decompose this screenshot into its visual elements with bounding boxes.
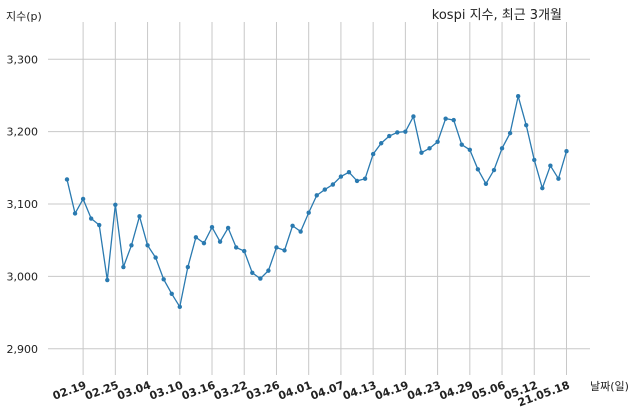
- data-point: [217, 239, 223, 244]
- data-point: [556, 176, 561, 181]
- y-tick-label: 2,900: [7, 343, 39, 356]
- data-point: [145, 243, 150, 248]
- data-point: [314, 193, 319, 198]
- data-point: [475, 167, 481, 172]
- data-point: [193, 235, 199, 240]
- chart-title: kospi 지수, 최근 3개월: [431, 8, 562, 23]
- data-point: [322, 187, 328, 192]
- data-point: [354, 178, 360, 184]
- data-point: [330, 182, 336, 187]
- data-point: [306, 210, 311, 215]
- data-point: [153, 255, 158, 260]
- data-point: [185, 264, 191, 270]
- data-point: [411, 114, 416, 119]
- data-point: [274, 245, 279, 250]
- y-tick-label: 3,000: [7, 270, 39, 283]
- data-point: [88, 216, 94, 221]
- data-point: [137, 214, 142, 219]
- data-point: [532, 157, 537, 163]
- data-point: [266, 268, 271, 273]
- data-point: [290, 223, 295, 228]
- data-point: [298, 229, 303, 234]
- data-point: [524, 122, 529, 128]
- series-line: [66, 96, 568, 309]
- data-point: [113, 202, 118, 207]
- data-point: [370, 151, 376, 157]
- y-axis-label: 지수(p): [6, 10, 42, 23]
- data-point: [80, 196, 86, 202]
- data-point: [338, 174, 344, 179]
- data-point: [362, 176, 368, 181]
- data-point: [548, 163, 553, 168]
- data-point: [443, 116, 448, 121]
- y-tick-label: 3,300: [7, 53, 39, 66]
- data-point: [379, 141, 384, 146]
- data-point: [201, 240, 207, 246]
- data-point: [507, 130, 513, 136]
- data-point: [225, 225, 231, 231]
- data-point: [209, 225, 215, 230]
- data-point: [491, 167, 497, 173]
- data-point: [97, 222, 102, 228]
- data-point: [395, 130, 400, 135]
- data-point: [435, 139, 440, 145]
- data-point: [64, 177, 70, 182]
- data-point: [105, 277, 110, 283]
- data-point: [540, 185, 545, 191]
- data-point: [419, 150, 424, 155]
- data-point: [129, 243, 134, 248]
- data-point: [169, 291, 174, 296]
- data-point: [515, 94, 521, 99]
- data-point: [483, 181, 489, 186]
- data-point: [499, 146, 505, 151]
- data-point: [346, 170, 352, 175]
- data-point: [72, 211, 78, 216]
- data-point: [427, 146, 432, 151]
- data-point: [233, 245, 239, 250]
- data-point: [451, 117, 456, 123]
- data-point: [459, 142, 464, 147]
- y-tick-label: 3,100: [7, 198, 39, 211]
- data-point: [242, 248, 247, 254]
- data-point: [258, 276, 263, 281]
- data-point: [564, 149, 569, 154]
- data-point: [121, 264, 126, 270]
- x-axis-label: 날짜(일): [590, 380, 629, 393]
- data-point: [250, 270, 255, 276]
- data-point: [161, 277, 166, 282]
- y-tick-label: 3,200: [7, 126, 39, 139]
- data-point: [403, 129, 408, 134]
- data-point: [467, 147, 473, 152]
- data-point: [282, 248, 287, 253]
- data-point: [177, 304, 182, 310]
- data-point: [387, 133, 392, 139]
